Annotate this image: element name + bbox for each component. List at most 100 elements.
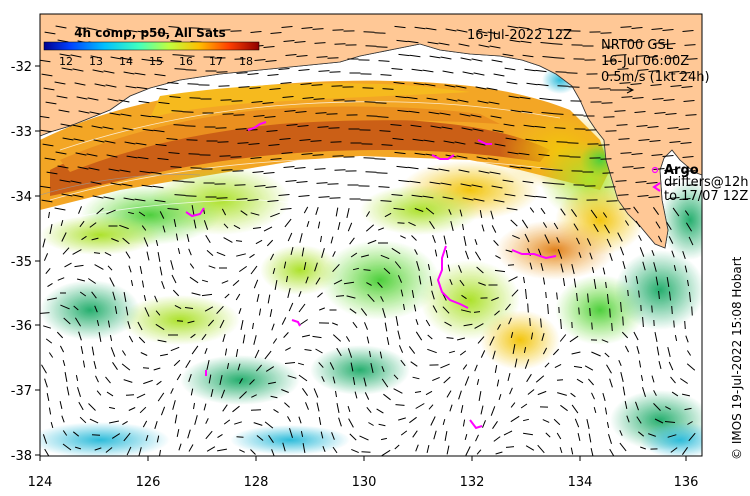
current-vector — [139, 406, 147, 414]
current-vector — [491, 59, 503, 63]
current-vector — [682, 30, 694, 32]
current-vector — [459, 279, 465, 287]
current-vector — [105, 447, 113, 453]
current-vector — [450, 220, 454, 232]
current-vector — [109, 420, 119, 424]
current-vector — [223, 237, 233, 243]
current-vector — [77, 166, 89, 170]
current-vector — [445, 28, 457, 32]
current-vector — [432, 235, 436, 243]
current-vector — [48, 407, 52, 415]
current-vector — [320, 431, 324, 439]
current-vector — [529, 317, 531, 327]
current-vector — [456, 337, 466, 341]
current-vector — [691, 306, 693, 316]
current-vector — [674, 334, 678, 342]
current-vector — [493, 73, 505, 77]
current-vector — [278, 68, 290, 70]
current-vector — [50, 421, 54, 429]
current-vector — [92, 195, 104, 199]
current-vector — [106, 209, 116, 215]
current-vector — [76, 96, 88, 100]
current-vector — [459, 113, 471, 117]
current-vector — [510, 415, 520, 423]
current-vector — [429, 220, 435, 230]
current-vector — [476, 266, 484, 274]
current-vector — [89, 418, 99, 424]
current-vector — [541, 112, 553, 114]
current-vector — [505, 303, 511, 311]
current-vector — [316, 56, 328, 58]
current-vector — [74, 264, 84, 268]
current-vector — [636, 416, 642, 424]
current-vector — [137, 156, 149, 160]
current-vector — [300, 83, 312, 85]
current-vector — [166, 138, 178, 140]
current-vector — [141, 58, 153, 62]
current-vector — [145, 434, 149, 442]
current-vector — [603, 116, 615, 118]
colorbar-tick-label: 12 — [59, 55, 73, 68]
current-vector — [376, 46, 388, 48]
current-vector — [618, 138, 630, 140]
current-vector — [490, 115, 502, 119]
current-vector — [578, 252, 582, 258]
current-vector — [655, 221, 661, 229]
current-vector — [415, 331, 423, 341]
current-vector — [398, 417, 406, 421]
current-vector — [654, 112, 666, 114]
current-vector — [247, 199, 259, 201]
current-vector — [497, 324, 501, 330]
current-vector — [331, 432, 335, 440]
current-vector — [640, 446, 646, 450]
current-vector — [426, 444, 430, 454]
current-vector — [173, 218, 177, 228]
current-vector — [654, 418, 664, 424]
current-vector — [619, 430, 623, 436]
current-vector — [258, 308, 262, 316]
current-vector — [611, 322, 613, 332]
current-vector — [270, 158, 282, 160]
current-vector — [142, 420, 148, 428]
current-vector — [560, 318, 562, 330]
current-vector — [460, 309, 472, 313]
current-vector — [510, 402, 516, 408]
current-vector — [653, 403, 661, 411]
current-vector — [172, 289, 180, 297]
current-vector — [301, 153, 313, 155]
current-vector — [237, 363, 241, 371]
y-tick-label: -35 — [11, 255, 32, 270]
current-vector — [539, 97, 551, 101]
current-vector — [658, 360, 662, 370]
current-vector — [507, 25, 519, 29]
current-vector — [43, 253, 49, 261]
current-vector — [143, 294, 147, 302]
current-vector — [664, 43, 676, 45]
current-vector — [300, 319, 308, 325]
current-vector — [686, 184, 698, 186]
current-vector — [365, 211, 371, 217]
current-vector — [557, 392, 567, 396]
current-vector — [155, 310, 161, 316]
current-vector — [685, 335, 689, 343]
current-vector — [653, 262, 657, 272]
current-vector — [666, 57, 678, 59]
current-vector — [232, 280, 240, 286]
current-vector — [326, 113, 338, 115]
current-vector — [57, 165, 69, 169]
current-vector — [480, 350, 486, 358]
current-vector — [136, 86, 148, 90]
current-vector — [648, 70, 660, 72]
current-vector — [281, 317, 287, 325]
current-vector — [573, 223, 579, 231]
current-vector — [130, 279, 134, 287]
current-vector — [138, 447, 142, 456]
current-vector — [141, 225, 147, 231]
current-vector — [94, 447, 102, 451]
current-vector — [238, 86, 250, 88]
current-vector — [284, 402, 290, 408]
x-axis — [39, 456, 687, 461]
current-vector — [397, 109, 409, 113]
current-vector — [158, 101, 170, 105]
current-vector — [44, 31, 56, 35]
